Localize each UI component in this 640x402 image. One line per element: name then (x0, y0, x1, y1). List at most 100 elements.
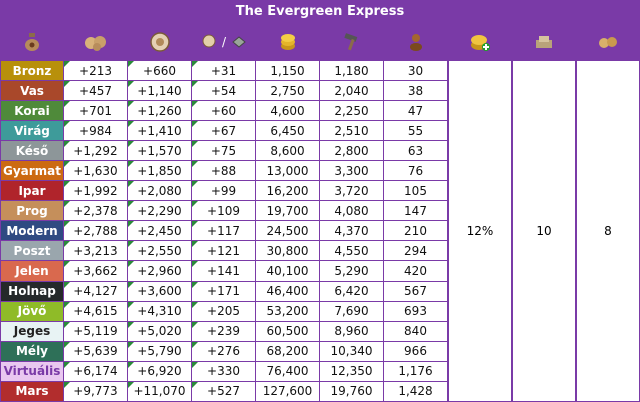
supplies-cost: 10,340 (319, 340, 384, 362)
medal-value: +121 (191, 240, 256, 262)
coins-cost: 30,800 (255, 240, 320, 262)
era-label: Holnap (0, 280, 64, 302)
sack-value: +213 (63, 59, 128, 82)
supplies-cost: 2,040 (319, 80, 384, 102)
population-value: 1,176 (383, 360, 448, 382)
goods-value: +2,080 (127, 180, 192, 202)
panel-title: The Evergreen Express (0, 0, 640, 24)
separator: / (221, 35, 227, 49)
era-label: Gyarmat (0, 160, 64, 182)
population-value: 47 (383, 100, 448, 122)
coins-cost: 4,600 (255, 100, 320, 122)
population-value: 105 (383, 180, 448, 202)
population-icon (384, 24, 448, 60)
era-label: Vas (0, 80, 64, 102)
coins-cost: 8,600 (255, 140, 320, 162)
population-value: 1,428 (383, 380, 448, 402)
goods-value: +2,550 (127, 240, 192, 262)
table-row: Ipar +1,992 +2,080 +99 16,200 3,720 105 (0, 180, 448, 202)
goods-value: +3,600 (127, 280, 192, 302)
goods-value: +1,140 (127, 80, 192, 102)
medal-icon (128, 24, 192, 60)
population-value: 567 (383, 280, 448, 302)
table-row: Virtuális +6,174 +6,920 +330 76,400 12,350 1,1… (0, 360, 448, 382)
hammer-icon (320, 24, 384, 60)
era-label: Ipar (0, 180, 64, 202)
table-row: Mély +5,639 +5,790 +276 68,200 10,340 966 (0, 340, 448, 362)
goods-value: +2,290 (127, 200, 192, 222)
era-label: Jeges (0, 320, 64, 342)
sack-value: +457 (63, 80, 128, 102)
era-label: Virtuális (0, 360, 64, 382)
table-row: Mars +9,773 +11,070 +527 127,600 19,760 1,428 (0, 380, 448, 402)
sack-value: +701 (63, 100, 128, 122)
goods-value: +660 (127, 59, 192, 82)
table-row: Jelen +3,662 +2,960 +141 40,100 5,290 420 (0, 260, 448, 282)
population-value: 966 (383, 340, 448, 362)
goods-boost-icon (576, 24, 640, 60)
medal-value: +239 (191, 320, 256, 342)
table-row: Holnap +4,127 +3,600 +171 46,400 6,420 567 (0, 280, 448, 302)
era-label: Késő (0, 140, 64, 162)
medal-value: +330 (191, 360, 256, 382)
table-row: Poszt +3,213 +2,550 +121 30,800 4,550 294 (0, 240, 448, 262)
supplies-boost-value: 10 (512, 60, 576, 402)
supplies-cost: 2,510 (319, 120, 384, 142)
sack-value: +1,992 (63, 180, 128, 202)
table-row: Korai +701 +1,260 +60 4,600 2,250 47 (0, 100, 448, 122)
era-label: Prog (0, 200, 64, 222)
table-row: Bronz +213 +660 +31 1,150 1,180 30 (0, 59, 448, 82)
goods-value: +5,020 (127, 320, 192, 342)
supplies-cost: 4,080 (319, 200, 384, 222)
supplies-cost: 3,720 (319, 180, 384, 202)
goods-value: +2,450 (127, 220, 192, 242)
coins-cost: 53,200 (255, 300, 320, 322)
era-label: Mély (0, 340, 64, 362)
population-value: 210 (383, 220, 448, 242)
supplies-cost: 1,180 (319, 59, 384, 82)
table-row: Késő +1,292 +1,570 +75 8,600 2,800 63 (0, 140, 448, 162)
goods-value: +11,070 (127, 380, 192, 402)
sack-value: +984 (63, 120, 128, 142)
goods-value: +1,260 (127, 100, 192, 122)
coins-cost: 6,450 (255, 120, 320, 142)
medal-value: +54 (191, 80, 256, 102)
goods-boost-value: 8 (576, 60, 640, 402)
era-label: Poszt (0, 240, 64, 262)
population-value: 840 (383, 320, 448, 342)
coin-boost-value: 12% (448, 60, 512, 402)
coins-cost: 68,200 (255, 340, 320, 362)
coins-cost: 60,500 (255, 320, 320, 342)
coins-cost: 19,700 (255, 200, 320, 222)
supplies-cost: 4,370 (319, 220, 384, 242)
coins-cost: 76,400 (255, 360, 320, 382)
goods-value: +4,310 (127, 300, 192, 322)
medal-value: +88 (191, 160, 256, 182)
population-value: 38 (383, 80, 448, 102)
sack-value: +4,615 (63, 300, 128, 322)
coins-cost: 24,500 (255, 220, 320, 242)
medal-value: +117 (191, 220, 256, 242)
sack-value: +5,639 (63, 340, 128, 362)
medal-value: +67 (191, 120, 256, 142)
goods-icon (64, 24, 128, 60)
population-value: 63 (383, 140, 448, 162)
sack-value: +6,174 (63, 360, 128, 382)
population-value: 294 (383, 240, 448, 262)
goods-value: +1,570 (127, 140, 192, 162)
sack-value: +2,378 (63, 200, 128, 222)
table-row: Modern +2,788 +2,450 +117 24,500 4,370 210 (0, 220, 448, 242)
population-value: 76 (383, 160, 448, 182)
supplies-cost: 2,800 (319, 140, 384, 162)
medal-value: +141 (191, 260, 256, 282)
sack-value: +1,292 (63, 140, 128, 162)
data-area: Bronz +213 +660 +31 1,150 1,180 30 Vas +457 +1,14… (0, 59, 640, 402)
table-row: Prog +2,378 +2,290 +109 19,700 4,080 147 (0, 200, 448, 222)
population-value: 30 (383, 59, 448, 82)
sack-icon (0, 24, 64, 60)
medal-value: +75 (191, 140, 256, 162)
medal-value: +171 (191, 280, 256, 302)
sack-value: +9,773 (63, 380, 128, 402)
table-row: Jövő +4,615 +4,310 +205 53,200 7,690 693 (0, 300, 448, 322)
